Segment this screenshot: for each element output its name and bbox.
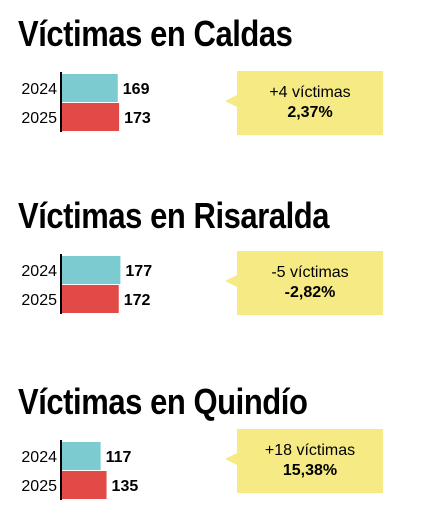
bar-2024 <box>62 442 101 470</box>
bar-2025 <box>62 103 120 131</box>
bar-2024 <box>62 256 121 284</box>
data-label: 117 <box>106 449 132 466</box>
callout-box: +4 víctimas 2,37% <box>224 71 385 142</box>
panel-caldas: Víctimas en Caldas 2024 169 2025 173 +4 víc… <box>0 14 433 164</box>
data-label: 173 <box>124 110 151 127</box>
category-label: 2024 <box>21 449 57 466</box>
callout-change: +18 víctimas <box>264 442 356 459</box>
callout-percent: -2,82% <box>284 284 336 301</box>
callout-shape <box>225 71 383 135</box>
category-label: 2024 <box>21 81 57 98</box>
callout-change: +4 víctimas <box>269 84 351 101</box>
callout-box: -5 víctimas -2,82% <box>224 251 385 322</box>
panel-quindio: Víctimas en Quindío 2024 117 2025 135 +18 v… <box>0 382 433 532</box>
callout-percent: 15,38% <box>282 462 338 479</box>
callout-shape <box>225 429 383 493</box>
callout-background <box>225 429 383 493</box>
category-label: 2025 <box>21 292 57 309</box>
callout-text: +18 víctimas 15,38% <box>237 429 383 493</box>
category-label: 2024 <box>21 263 57 280</box>
bar-2024 <box>62 74 118 102</box>
category-label: 2025 <box>21 110 57 127</box>
callout-shape <box>225 251 383 315</box>
panel-risaralda: Víctimas en Risaralda 2024 177 2025 172 -5 … <box>0 196 433 346</box>
data-label: 135 <box>112 478 139 495</box>
callout-text: +4 víctimas 2,37% <box>237 71 383 135</box>
data-label: 177 <box>125 263 152 280</box>
bar-chart: 2024 169 2025 173 <box>21 72 151 132</box>
callout-change: -5 víctimas <box>271 264 349 281</box>
category-label: 2025 <box>21 478 57 495</box>
callout-background <box>225 251 383 315</box>
data-label: 169 <box>123 81 150 98</box>
callout-percent: 2,37% <box>287 104 333 121</box>
chart-title: Víctimas en Caldas <box>18 13 293 54</box>
data-label: 172 <box>124 292 151 309</box>
callout-box: +18 víctimas 15,38% <box>224 429 385 500</box>
bar-chart: 2024 117 2025 135 <box>21 440 139 500</box>
callout-background <box>225 71 383 135</box>
bar-2025 <box>62 285 119 313</box>
chart-title: Víctimas en Risaralda <box>18 195 330 236</box>
bar-chart: 2024 177 2025 172 <box>21 254 152 314</box>
callout-text: -5 víctimas -2,82% <box>237 251 383 315</box>
bar-2025 <box>62 471 107 499</box>
chart-title: Víctimas en Quindío <box>18 381 308 422</box>
